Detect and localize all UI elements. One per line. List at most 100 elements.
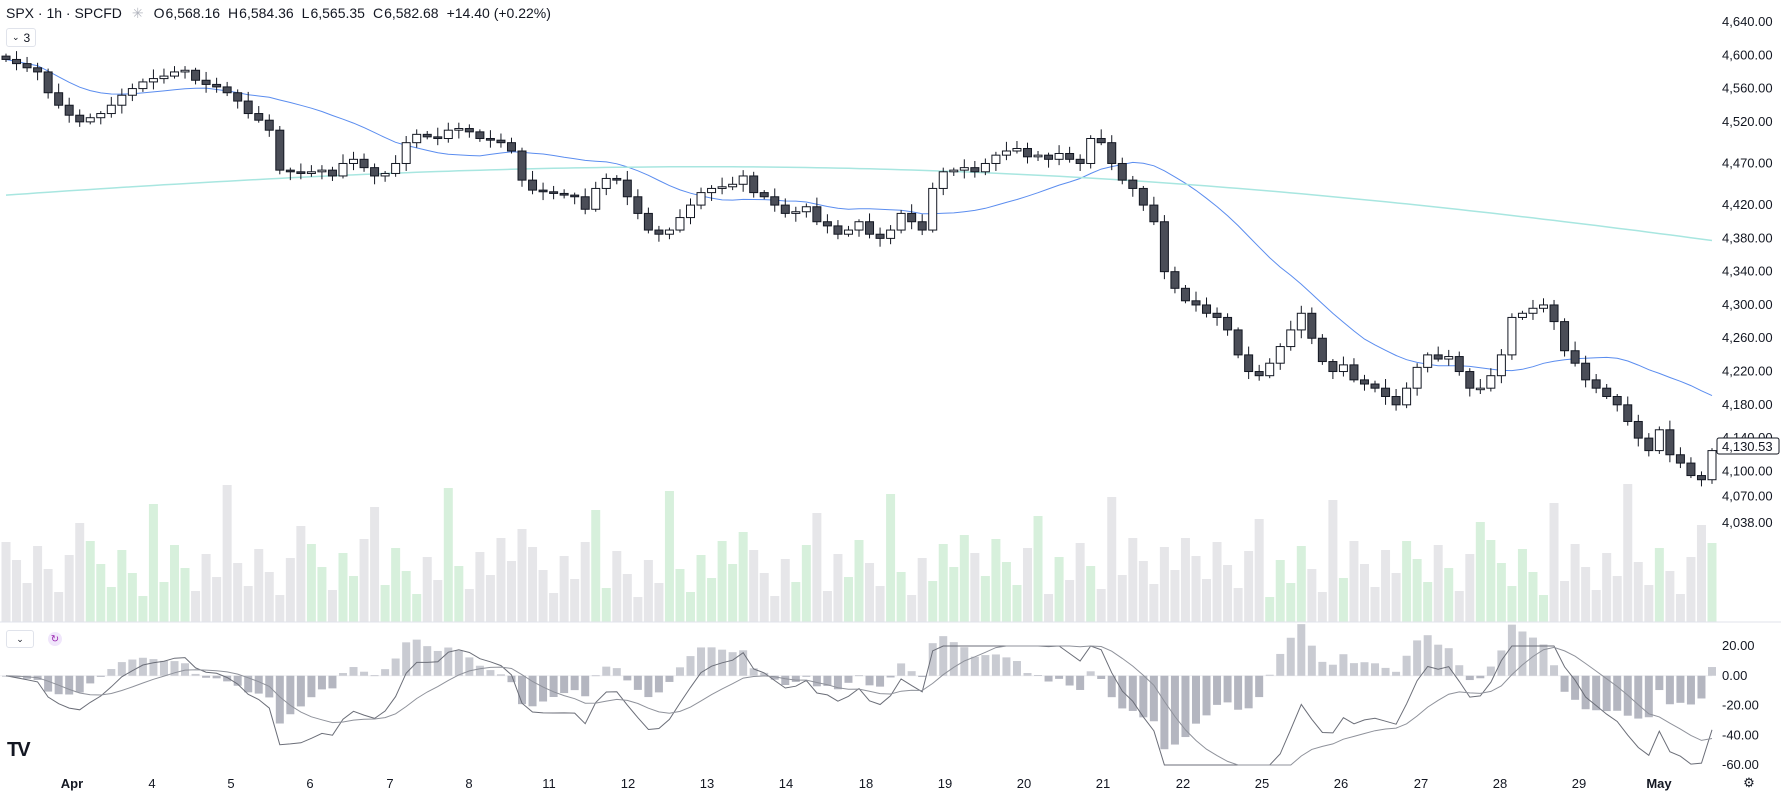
- osc-hist-bar: [328, 675, 337, 689]
- volume-bar: [980, 576, 990, 622]
- volume-bar: [686, 592, 696, 622]
- osc-hist-bar: [1644, 675, 1653, 718]
- tradingview-logo[interactable]: TV: [7, 739, 31, 761]
- volume-bar: [1107, 497, 1117, 622]
- volume-bar: [1244, 551, 1254, 622]
- osc-hist-bar: [1107, 675, 1116, 698]
- volume-bar: [1328, 500, 1338, 622]
- candle-body: [1665, 429, 1675, 456]
- candle-body: [106, 104, 116, 115]
- volume-bar: [896, 572, 906, 622]
- osc-hist-bar: [44, 675, 53, 692]
- time-label: 25: [1255, 776, 1269, 791]
- volume-bar: [1349, 541, 1359, 622]
- volume-bar: [33, 546, 43, 622]
- volume-bar: [475, 552, 485, 622]
- osc-hist-bar: [1223, 675, 1232, 703]
- volume-bar: [401, 571, 411, 622]
- candle-body: [1138, 187, 1148, 206]
- osc-hist-bar: [286, 675, 295, 715]
- volume-bar: [791, 582, 801, 622]
- osc-hist-bar: [897, 663, 906, 676]
- candle-body: [1075, 158, 1085, 164]
- osc-hist-bar: [686, 656, 695, 676]
- osc-hist-bar: [159, 660, 168, 676]
- candle-body: [1349, 364, 1359, 381]
- candle-body: [401, 142, 411, 164]
- osc-hist-bar: [349, 667, 358, 676]
- volume-bar: [759, 573, 769, 622]
- osc-hist-bar: [507, 675, 516, 683]
- candle-body: [327, 169, 337, 177]
- volume-bar: [1212, 542, 1222, 622]
- volume-bar: [43, 569, 53, 622]
- candle-body: [370, 167, 380, 177]
- volume-bar: [643, 560, 653, 622]
- osc-hist-bar: [876, 675, 885, 687]
- volume-bar: [886, 494, 896, 622]
- candle-body: [1370, 383, 1380, 389]
- osc-hist-bar: [86, 675, 95, 684]
- osc-tick-label: -20.00: [1722, 698, 1759, 713]
- volume-bar: [1412, 559, 1422, 622]
- volume-bar: [106, 587, 116, 622]
- candle-body: [1359, 379, 1369, 385]
- osc-hist-bar: [665, 675, 674, 682]
- volume-bar: [1044, 594, 1054, 622]
- volume-bar: [1012, 585, 1022, 622]
- candle-body: [528, 179, 538, 191]
- refresh-icon[interactable]: ↻: [48, 632, 62, 646]
- volume-bar: [180, 568, 190, 622]
- osc-hist-bar: [465, 657, 474, 676]
- volume-bar: [559, 556, 569, 622]
- candle-body: [254, 113, 264, 121]
- osc-hist-bar: [560, 675, 569, 694]
- candle-body: [85, 117, 95, 123]
- indicators-toggle-button[interactable]: ⌄ 3: [6, 28, 37, 47]
- volume-bar: [1054, 557, 1064, 622]
- oscillator-toggle-button[interactable]: ⌄: [6, 630, 34, 648]
- volume-bar: [22, 583, 32, 622]
- volume-bar: [843, 577, 853, 622]
- volume-bar: [1370, 587, 1380, 622]
- osc-hist-bar: [1423, 635, 1432, 676]
- candle-body: [1444, 356, 1454, 360]
- time-label: 22: [1176, 776, 1190, 791]
- osc-hist-bar: [728, 652, 737, 676]
- osc-hist-bar: [1128, 675, 1137, 711]
- osc-hist-bar: [981, 655, 990, 676]
- candle-body: [517, 150, 527, 181]
- candle-body: [591, 187, 601, 210]
- osc-hist-bar: [1055, 675, 1064, 679]
- volume-bar: [296, 526, 306, 622]
- osc-hist-bar: [138, 657, 147, 676]
- candle-body: [496, 139, 506, 144]
- osc-tick-label: 0.00: [1722, 668, 1747, 683]
- volume-bar: [549, 593, 559, 622]
- chevron-down-icon: ⌄: [12, 32, 20, 42]
- osc-hist-bar: [1476, 675, 1485, 679]
- candle-body: [1391, 396, 1401, 406]
- candle-body: [991, 154, 1001, 164]
- osc-hist-bar: [539, 675, 548, 702]
- symbol-title[interactable]: SPX · 1h · SPCFD: [6, 5, 122, 21]
- osc-tick-label: -60.00: [1722, 757, 1759, 772]
- volume-bar: [64, 555, 74, 622]
- osc-hist-bar: [1392, 671, 1401, 676]
- time-label: 19: [938, 776, 952, 791]
- osc-hist-bar: [1560, 675, 1569, 692]
- volume-bar: [812, 513, 822, 622]
- osc-hist-bar: [602, 666, 611, 676]
- volume-bar: [1096, 589, 1106, 622]
- snowflake-icon[interactable]: ✳: [131, 4, 144, 21]
- osc-hist-bar: [1613, 675, 1622, 711]
- volume-bar: [1517, 549, 1527, 622]
- osc-hist-bar: [549, 675, 558, 697]
- volume-bar: [1317, 592, 1327, 622]
- candle-body: [443, 129, 453, 140]
- volume-bar: [359, 539, 369, 622]
- volume-bar: [1581, 567, 1591, 622]
- settings-gear-icon[interactable]: ⚙: [1743, 775, 1755, 790]
- candle-body: [264, 119, 274, 131]
